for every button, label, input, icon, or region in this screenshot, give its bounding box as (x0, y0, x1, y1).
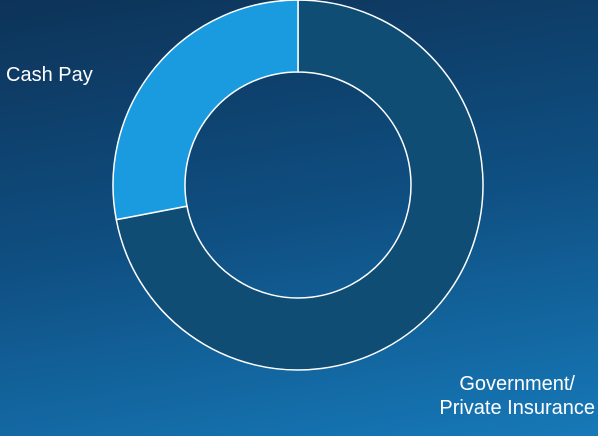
slice-label-line-2: Private Insurance (439, 397, 595, 419)
slice-label-cash-pay: Cash Pay (6, 64, 93, 86)
donut-slice-cash-pay (112, 0, 299, 221)
slice-label-line-1: Government/ (459, 373, 575, 395)
slice-label-government-private-insurance: Government/ Private Insurance (439, 372, 595, 420)
donut-slice-government-private-insurance (115, 0, 484, 371)
